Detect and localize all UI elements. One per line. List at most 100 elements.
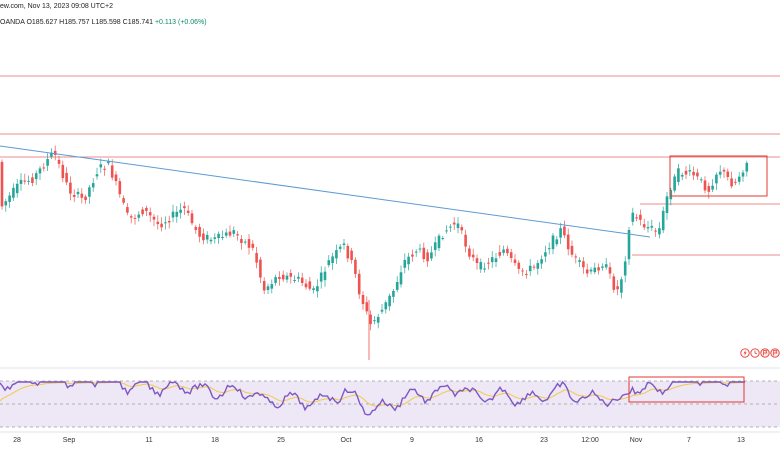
candle-body [741,172,745,177]
change-value: +0.113 (+0.06%) [154,19,207,26]
x-axis-label: 25 [277,437,285,444]
candle-body [217,233,220,239]
candle-body [297,276,300,279]
candle-body [141,209,144,215]
close-value: C185.741 [122,19,153,26]
clock-icon[interactable] [750,348,760,358]
candle-body [365,302,369,312]
candle-body [604,264,608,268]
descending-trendline [0,145,651,238]
candle-body [335,250,338,259]
bolt-icon[interactable] [740,348,750,358]
candle-body [194,227,198,230]
x-axis-label: 12:00 [581,437,599,444]
rsi-line [0,380,745,416]
candle-body [460,227,464,231]
candle-body [551,235,555,250]
candle-body [433,242,437,251]
candle-body [69,182,72,194]
candle-body [247,239,251,248]
ohlc-readout: OANDA O185.627 H185.757 L185.598 C185.74… [0,19,207,26]
candle-body [616,286,619,290]
candle-body [669,190,673,200]
candle-body [521,270,524,272]
candle-body [555,239,559,245]
candle-body [407,256,410,265]
candle-body [566,234,570,250]
candle-body [103,168,106,170]
candle-body [380,309,384,312]
candle-body [699,179,703,181]
candle-body [483,268,486,270]
candle-body [745,162,749,172]
candle-body [430,252,433,259]
candle-body [620,279,623,293]
candle-body [688,170,692,172]
candle-body [50,152,53,157]
candle-body [293,280,296,282]
x-axis-label: 18 [211,437,219,444]
candle-body [608,267,612,274]
candle-body [722,169,726,172]
x-axis-label: 7 [687,437,691,444]
candle-body [646,227,650,229]
candle-body [34,173,38,180]
candle-body [31,177,34,183]
candle-body [711,185,714,190]
candle-body [684,170,688,175]
candle-body [445,230,448,232]
chart-header: ew.com, Nov 13, 2023 09:08 UTC+2 OANDA O… [0,0,780,36]
candle-body [502,249,505,253]
candle-body [107,160,110,164]
candle-body [471,254,475,258]
candle-body [392,290,395,297]
candle-body [673,176,676,191]
candle-body [464,234,467,247]
candle-body [654,230,657,232]
candle-body [479,262,483,270]
candle-body [354,259,357,274]
candle-body [388,295,391,307]
candle-body [376,316,380,323]
candle-body [133,217,137,219]
candle-body [468,248,471,257]
candle-body [544,252,547,257]
candle-body [411,254,414,257]
candle-body [308,281,312,289]
candle-body [327,260,331,266]
candle-body [593,267,597,273]
flag-icon[interactable] [770,348,780,358]
candle-body [730,178,733,187]
candle-body [278,277,281,279]
candle-body [262,280,266,291]
candle-body [23,180,27,182]
candle-body [718,171,722,175]
candle-body [129,216,133,218]
flag-icon[interactable] [760,348,770,358]
candle-body [190,213,194,224]
candle-body [540,259,543,264]
candle-body [517,262,521,269]
candle-body [346,245,350,259]
candle-body [399,272,403,285]
candle-body [61,164,65,179]
open-value: O185.627 [26,19,58,26]
candle-body [369,314,372,325]
candle-body [167,220,171,223]
chart-title: ew.com, Nov 13, 2023 09:08 UTC+2 [0,3,114,10]
candle-body [373,320,376,322]
candle-body [145,207,148,211]
candle-body [274,277,277,283]
rsi-ma-line [0,381,745,407]
candle-body [547,248,551,250]
candle-body [84,196,87,201]
candle-body [236,234,239,236]
candle-body [319,272,323,282]
candle-body [422,247,426,260]
candle-body [737,176,741,182]
candle-body [589,269,593,272]
candle-body [8,195,11,202]
candle-body [266,286,270,291]
candle-body [148,212,152,216]
